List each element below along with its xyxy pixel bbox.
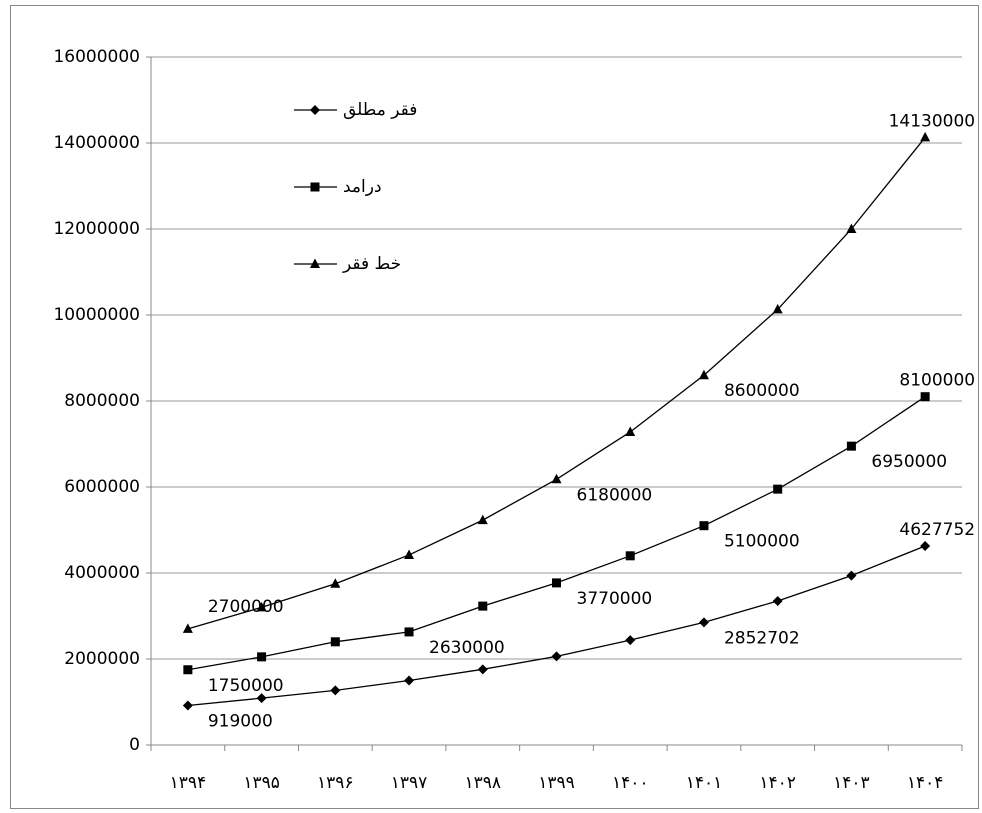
marker [256,601,267,612]
x-tick-label: ۱۴۰۳ [833,773,870,793]
marker [920,392,930,402]
data-label: 6180000 [577,485,653,505]
marker [310,105,320,115]
marker [404,627,414,637]
marker [330,685,341,696]
marker [773,484,783,494]
data-label: 6950000 [871,452,947,472]
data-label: 5100000 [724,532,800,552]
x-tick-label: ۱۳۹۵ [243,773,280,793]
x-tick-label: ۱۳۹۶ [317,773,354,793]
marker [698,617,709,628]
marker [183,665,193,675]
data-label: 919000 [208,711,273,731]
marker [552,578,561,588]
data-label: 8100000 [899,371,975,391]
y-tick-label: 10000000 [53,305,140,325]
y-tick-label: 14000000 [53,133,140,153]
x-tick-label: ۱۳۹۸ [465,773,502,793]
x-tick-label: ۱۳۹۹ [538,773,575,793]
data-label: 14130000 [889,111,976,131]
marker [257,652,267,662]
x-tick-label: ۱۴۰۱ [686,773,723,793]
marker [404,549,415,559]
marker [182,700,193,711]
marker [846,441,856,451]
legend-label: درامد [343,177,382,197]
marker [477,514,488,525]
marker [625,426,636,436]
x-tick-label: ۱۳۹۴ [170,773,207,793]
marker [256,693,267,704]
marker [182,623,193,633]
legend-label: خط فقر [342,254,401,274]
data-label: 4627752 [899,520,975,540]
marker [920,131,931,142]
chart-frame [10,5,979,809]
marker [698,369,709,380]
marker [330,578,341,588]
data-label: 2630000 [429,638,505,658]
marker [920,541,931,552]
y-tick-label: 6000000 [64,477,140,497]
marker [846,223,857,233]
data-label: 8600000 [724,381,800,401]
y-tick-label: 16000000 [53,47,140,67]
marker [551,651,562,662]
x-tick-label: ۱۴۰۰ [612,773,649,793]
y-tick-label: 4000000 [64,563,140,583]
data-label: 3770000 [577,589,653,609]
legend-label: فقر مطلق [343,100,417,120]
marker [478,601,488,611]
marker [625,635,636,646]
marker [330,637,340,647]
marker [551,473,562,484]
data-label: 2852702 [724,628,800,648]
x-tick-label: ۱۴۰۴ [907,773,944,793]
marker [772,303,783,314]
marker [772,595,783,606]
marker [699,521,709,531]
x-tick-label: ۱۴۰۲ [759,773,796,793]
y-tick-label: 2000000 [64,649,140,669]
data-label: 1750000 [208,676,284,696]
marker [310,258,320,268]
marker [625,551,635,561]
y-tick-label: 0 [129,735,140,755]
y-tick-label: 12000000 [53,219,140,239]
marker [846,570,857,581]
marker [310,182,320,192]
marker [477,664,488,675]
data-label: 2700000 [208,597,284,617]
y-tick-label: 8000000 [64,391,140,411]
x-tick-label: ۱۳۹۷ [391,773,428,793]
marker [404,675,415,686]
